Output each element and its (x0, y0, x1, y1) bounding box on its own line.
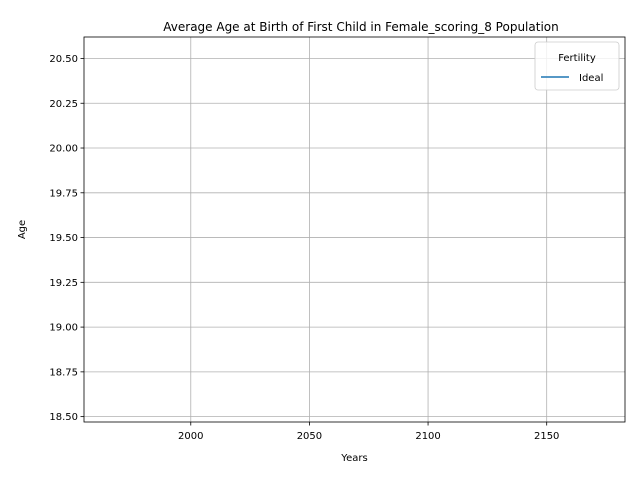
y-tick-label: 19.25 (49, 278, 78, 289)
y-axis-label: Age (17, 220, 28, 239)
y-tick-label: 19.75 (49, 188, 78, 199)
x-tick-label: 2100 (415, 431, 440, 442)
y-tick-label: 18.50 (49, 412, 78, 423)
y-tick-label: 18.75 (49, 367, 78, 378)
x-tick-label: 2050 (297, 431, 322, 442)
legend-label-ideal: Ideal (579, 73, 603, 84)
x-axis-label: Years (340, 453, 367, 464)
y-tick-label: 20.50 (49, 54, 78, 65)
y-tick-label: 19.50 (49, 233, 78, 244)
x-tick-label: 2150 (534, 431, 559, 442)
y-tick-label: 20.00 (49, 144, 78, 155)
plot-area-background (84, 37, 625, 422)
legend-box (535, 42, 619, 90)
legend: Fertility Ideal (535, 42, 619, 90)
y-tick-label: 20.25 (49, 99, 78, 110)
legend-title: Fertility (558, 53, 596, 64)
chart-title: Average Age at Birth of First Child in F… (163, 20, 558, 34)
y-tick-label: 19.00 (49, 323, 78, 334)
x-tick-label: 2000 (178, 431, 203, 442)
